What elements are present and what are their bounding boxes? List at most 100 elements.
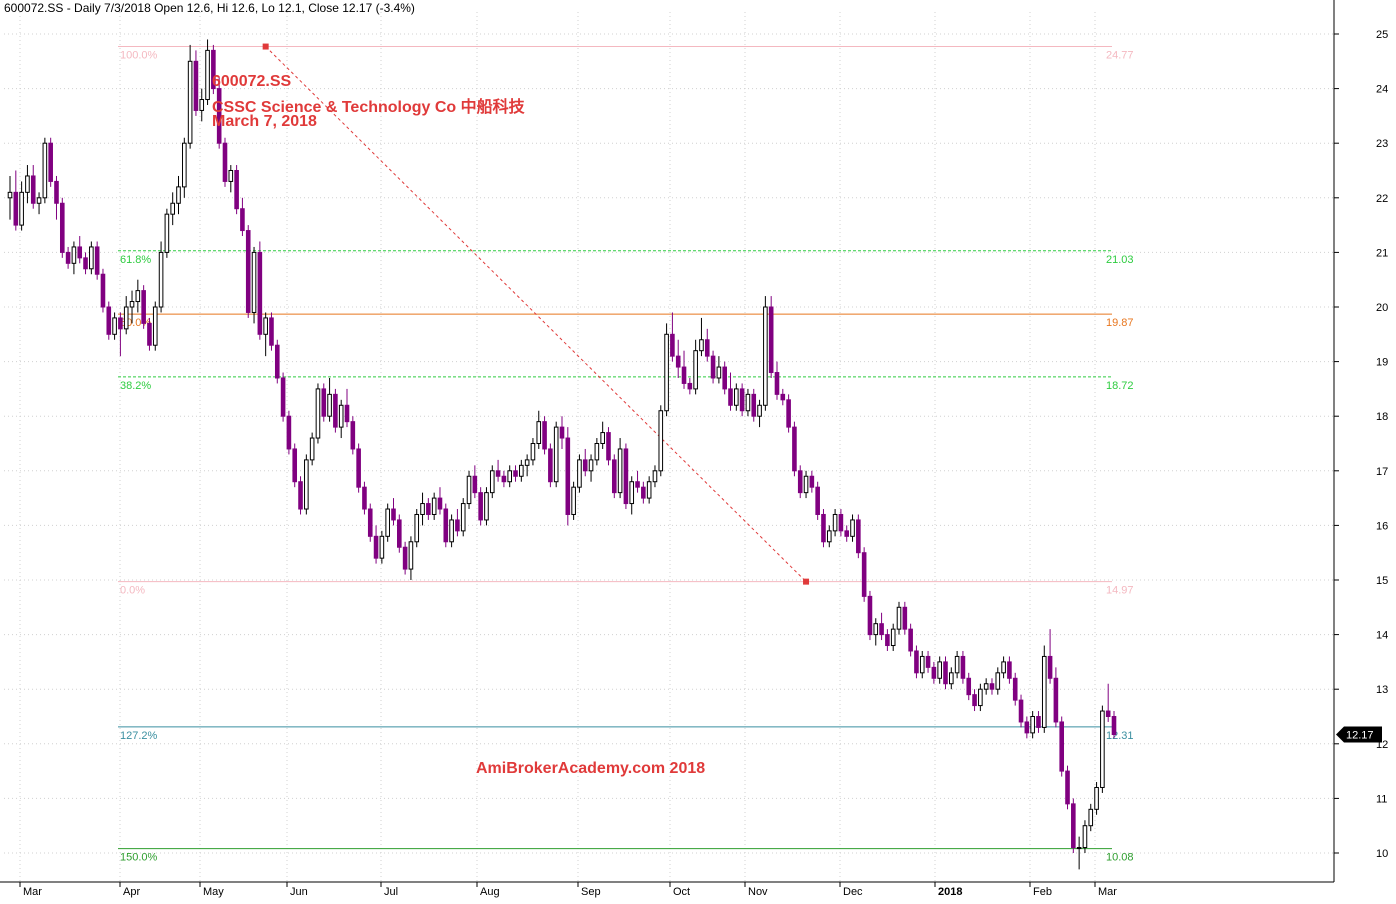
candle [420, 492, 425, 526]
candle-body [7, 191, 13, 199]
candle [443, 503, 449, 548]
candle-body [286, 415, 292, 450]
candle-body [89, 246, 94, 270]
y-tick-label: 24 [1376, 84, 1388, 96]
candle-body [59, 202, 65, 253]
candle [449, 514, 454, 548]
candle-body [211, 49, 216, 90]
fib-pct-label: 61.8% [120, 254, 151, 266]
candle-body [222, 142, 228, 182]
candle-body [25, 175, 30, 193]
candle [211, 44, 216, 95]
candle-body [693, 350, 698, 390]
candle-body [379, 535, 385, 559]
candle [501, 470, 507, 488]
candle [670, 312, 675, 362]
candle-body [54, 180, 59, 204]
y-tick-label: 10 [1376, 848, 1388, 860]
candle-body [251, 251, 257, 313]
candle [472, 465, 478, 499]
candle-body [728, 388, 733, 406]
candle-body [489, 470, 495, 494]
candle-body [606, 432, 611, 461]
candle [484, 487, 489, 526]
candle [890, 623, 896, 651]
candle [978, 683, 983, 712]
candle-body [187, 60, 193, 144]
candle [815, 481, 820, 520]
candle [65, 246, 71, 269]
candle [1047, 629, 1053, 684]
candle-body [588, 459, 594, 472]
candle-body [646, 481, 652, 499]
candle [141, 285, 146, 329]
candle-body [123, 306, 129, 330]
candle-body [600, 432, 605, 444]
fib-pct-label: 150.0% [120, 852, 158, 864]
x-tick-label: Aug [480, 886, 500, 898]
candle-body [513, 470, 518, 477]
candle [949, 667, 954, 690]
candle-body [902, 606, 908, 630]
candle-body [327, 393, 332, 417]
candle-body [94, 246, 100, 275]
candle-body [164, 213, 170, 253]
candle [240, 197, 245, 237]
candle-body [65, 251, 71, 264]
candle [170, 192, 175, 226]
candle [158, 241, 164, 313]
candle [59, 197, 65, 258]
candle-body [1105, 710, 1111, 717]
candle [617, 438, 623, 499]
candle [304, 454, 309, 515]
candle [867, 590, 873, 641]
candle-body [1065, 770, 1070, 805]
candle [426, 498, 431, 520]
candle-body [443, 508, 449, 543]
candle [681, 350, 687, 389]
candle [803, 470, 809, 499]
candle [734, 383, 739, 411]
candle [338, 399, 344, 439]
candle-body [1071, 803, 1076, 849]
candle-body [466, 475, 472, 505]
candle [1024, 716, 1030, 739]
candle-body [338, 404, 344, 428]
candle-body [821, 513, 826, 543]
trendline-anchor [262, 43, 269, 50]
candle [722, 361, 727, 395]
candle-body [809, 475, 815, 488]
candle-body [687, 382, 693, 390]
candle [495, 459, 501, 482]
candle [536, 410, 542, 449]
candle-body [100, 273, 106, 308]
candle-body [611, 459, 617, 494]
fib-pct-label: 100.0% [120, 50, 158, 62]
candle [577, 454, 582, 493]
candle-body [176, 186, 181, 204]
candle-body [48, 142, 53, 182]
candle [768, 296, 774, 378]
candle [792, 421, 797, 477]
candle-body [745, 393, 751, 412]
y-tick-label: 14 [1376, 630, 1388, 642]
candle-body [321, 388, 327, 417]
candle-body [333, 393, 338, 428]
candle [7, 175, 13, 220]
candle-body [949, 672, 954, 685]
candle-body [519, 464, 524, 477]
candle [838, 509, 844, 537]
candle [960, 650, 966, 684]
candle-body [484, 492, 489, 521]
y-tick-label: 15 [1376, 575, 1388, 587]
candle [989, 678, 995, 695]
candle-body [826, 530, 832, 543]
candle [658, 405, 664, 477]
candle [385, 503, 390, 542]
candle-body [13, 191, 19, 226]
candle [774, 361, 780, 400]
candle [89, 241, 94, 275]
candle [309, 432, 315, 466]
candle-body [1076, 847, 1082, 850]
candle [914, 645, 919, 679]
